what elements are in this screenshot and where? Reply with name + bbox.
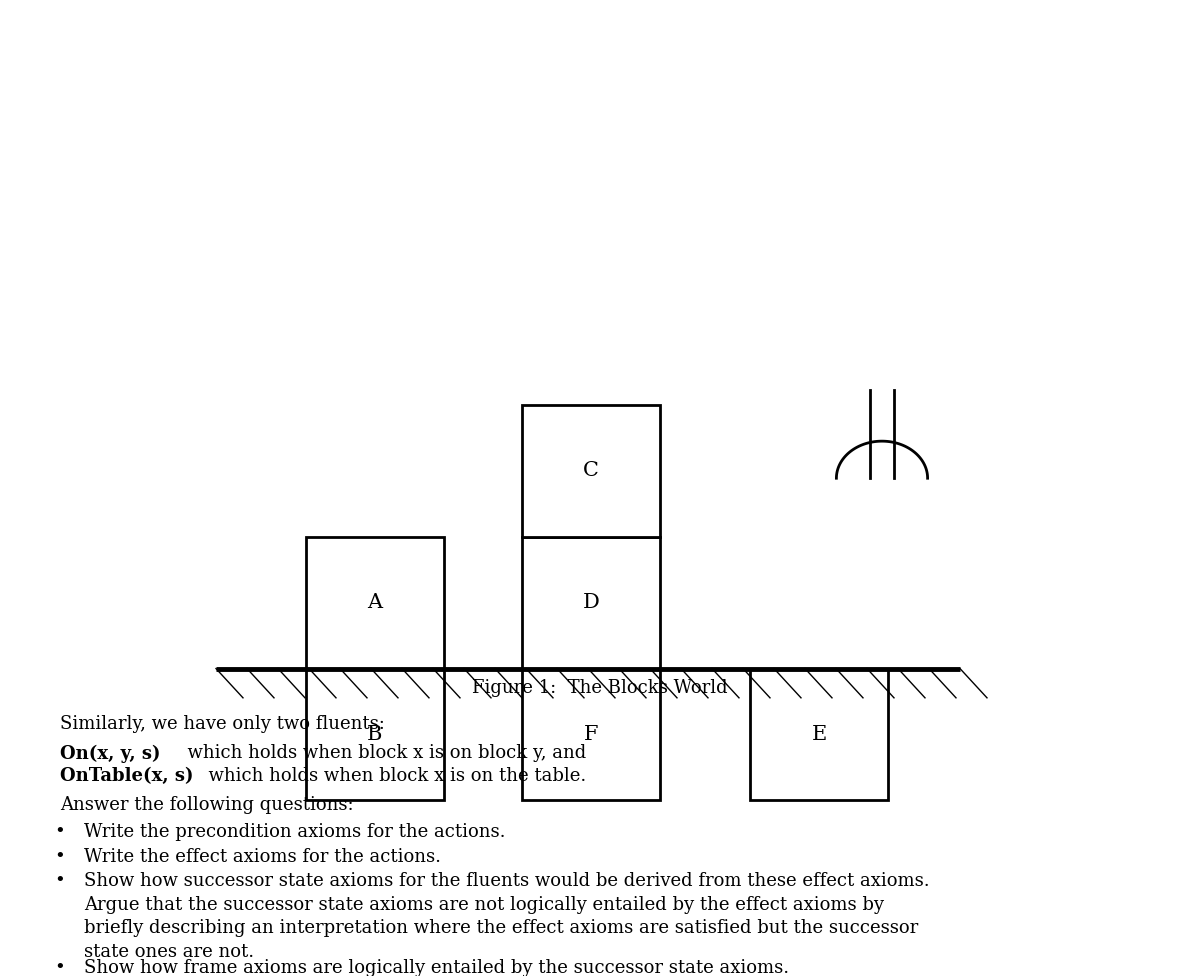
Text: Show how successor state axioms for the fluents would be derived from these effe: Show how successor state axioms for the …: [84, 873, 930, 890]
Text: •: •: [54, 959, 65, 976]
Text: which holds when block x is on block y, and: which holds when block x is on block y, …: [176, 745, 587, 762]
Text: Figure 1:  The Blocks World: Figure 1: The Blocks World: [472, 679, 728, 697]
Text: which holds when block x is on the table.: which holds when block x is on the table…: [197, 767, 587, 785]
Text: briefly describing an interpretation where the effect axioms are satisfied but t: briefly describing an interpretation whe…: [84, 919, 918, 937]
Bar: [306, 669, 444, 800]
Text: On(x, y, s): On(x, y, s): [60, 745, 161, 762]
Text: F: F: [583, 725, 599, 744]
Text: C: C: [583, 462, 599, 480]
Bar: [522, 405, 660, 537]
Text: Argue that the successor state axioms are not logically entailed by the effect a: Argue that the successor state axioms ar…: [84, 896, 884, 914]
Text: B: B: [367, 725, 383, 744]
Text: OnTable(x, s): OnTable(x, s): [60, 767, 193, 785]
Bar: [522, 537, 660, 669]
Bar: [750, 669, 888, 800]
Text: A: A: [367, 593, 383, 612]
Text: Write the effect axioms for the actions.: Write the effect axioms for the actions.: [84, 848, 442, 866]
Text: •: •: [54, 848, 65, 866]
Text: Write the precondition axioms for the actions.: Write the precondition axioms for the ac…: [84, 823, 505, 840]
Text: Answer the following questions:: Answer the following questions:: [60, 796, 354, 814]
Bar: [306, 537, 444, 669]
Text: D: D: [582, 593, 600, 612]
Text: state ones are not.: state ones are not.: [84, 943, 254, 960]
Text: •: •: [54, 823, 65, 840]
Text: •: •: [54, 873, 65, 890]
Text: Similarly, we have only two fluents:: Similarly, we have only two fluents:: [60, 715, 385, 733]
Bar: [522, 669, 660, 800]
Text: Show how frame axioms are logically entailed by the successor state axioms.: Show how frame axioms are logically enta…: [84, 959, 790, 976]
Text: E: E: [811, 725, 827, 744]
